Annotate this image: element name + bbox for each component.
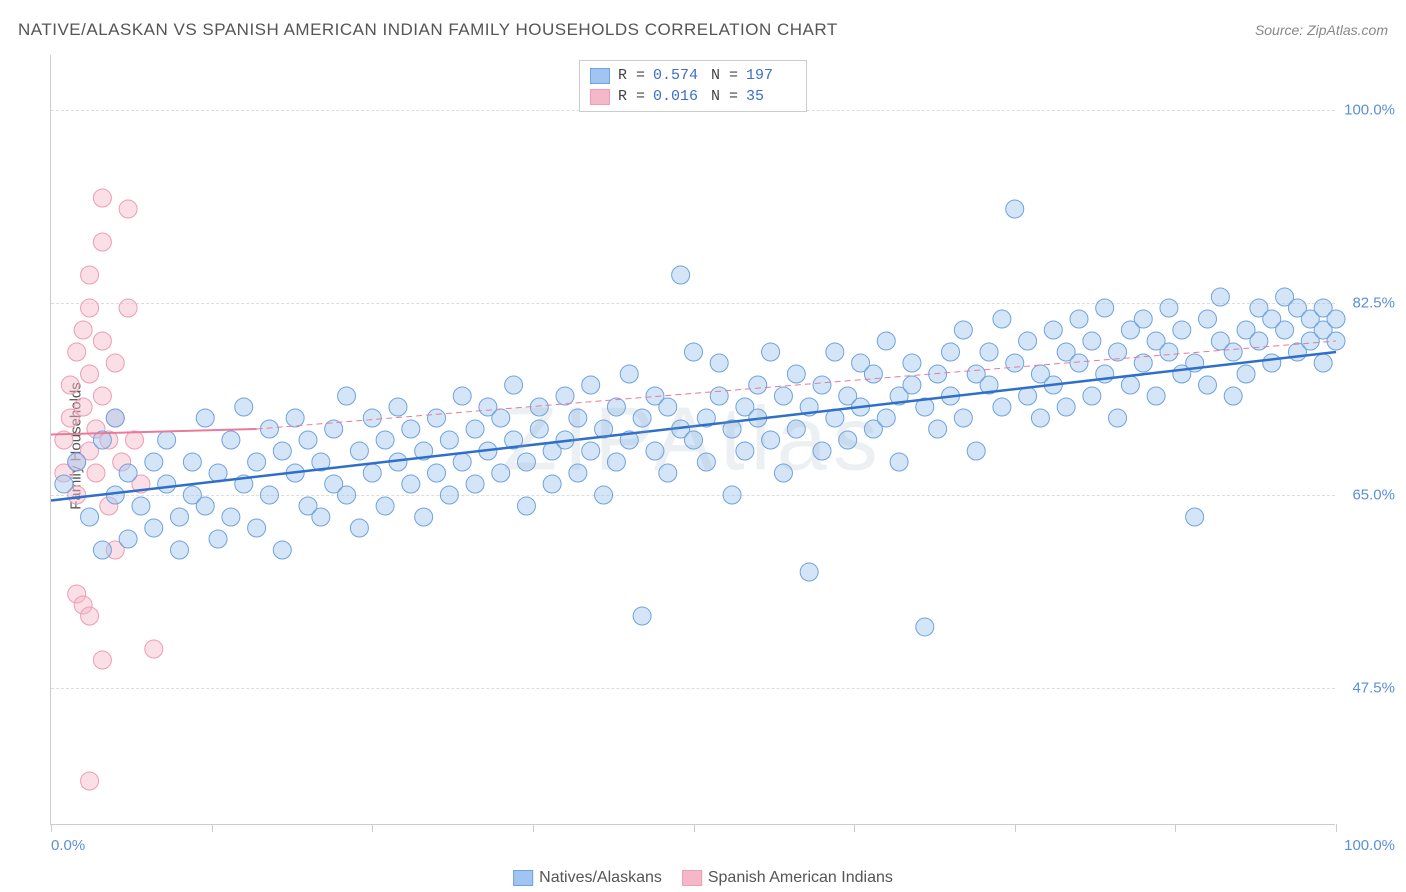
r-label: R =: [618, 88, 645, 105]
legend-label-pink: Spanish American Indians: [708, 869, 893, 887]
legend-row-blue: R = 0.574 N = 197: [590, 65, 796, 86]
r-value-pink: 0.016: [653, 88, 703, 105]
chart-header: NATIVE/ALASKAN VS SPANISH AMERICAN INDIA…: [18, 20, 1388, 50]
correlation-legend: R = 0.574 N = 197 R = 0.016 N = 35: [579, 60, 807, 112]
x-tick-left: 0.0%: [51, 837, 85, 854]
source-label: Source: ZipAtlas.com: [1255, 22, 1388, 38]
n-value-pink: 35: [746, 88, 776, 105]
x-tick-right: 100.0%: [1344, 837, 1395, 854]
swatch-pink: [590, 89, 610, 105]
series-legend: Natives/Alaskans Spanish American Indian…: [513, 869, 893, 887]
legend-row-pink: R = 0.016 N = 35: [590, 86, 796, 107]
chart-title: NATIVE/ALASKAN VS SPANISH AMERICAN INDIA…: [18, 20, 838, 39]
n-label: N =: [711, 88, 738, 105]
legend-item-blue: Natives/Alaskans: [513, 869, 662, 887]
legend-label-blue: Natives/Alaskans: [539, 869, 662, 887]
r-label: R =: [618, 67, 645, 84]
chart-plot-area: ZIPAtlas 47.5%65.0%82.5%100.0% 0.0% 100.…: [50, 55, 1335, 825]
swatch-pink-icon: [682, 870, 702, 886]
scatter-svg: [51, 55, 1335, 824]
r-value-blue: 0.574: [653, 67, 703, 84]
swatch-blue-icon: [513, 870, 533, 886]
n-value-blue: 197: [746, 67, 796, 84]
legend-item-pink: Spanish American Indians: [682, 869, 893, 887]
n-label: N =: [711, 67, 738, 84]
swatch-blue: [590, 68, 610, 84]
